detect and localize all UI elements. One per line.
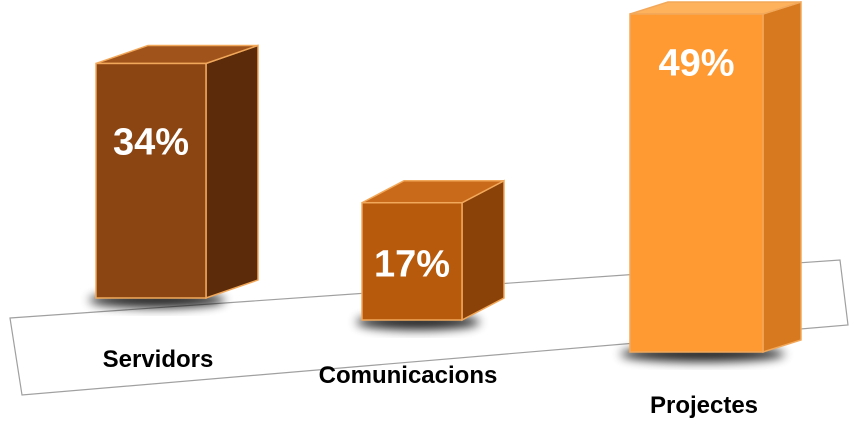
- bar-front-comunicacions: [361, 201, 463, 321]
- category-label-projectes: Projectes: [650, 392, 758, 419]
- bar-side-projectes: [762, 0, 802, 354]
- bar-side-comunicacions: [461, 179, 505, 322]
- bar-servidors: 34%: [88, 44, 259, 308]
- value-label-servidors: 34%: [113, 122, 189, 164]
- bar-side-servidors: [205, 44, 259, 300]
- bar-comunicacions: 17%: [356, 179, 505, 330]
- bar-projectes: 49%: [620, 0, 802, 362]
- category-label-comunicacions: Comunicacions: [319, 362, 498, 389]
- value-label-projectes: 49%: [658, 42, 734, 84]
- category-label-servidors: Servidors: [103, 346, 214, 373]
- bar-front-servidors: [95, 62, 207, 299]
- bar-front-projectes: [629, 13, 764, 353]
- bars-layer: 34% 17% 49%: [88, 0, 802, 362]
- value-label-comunicacions: 17%: [374, 243, 450, 285]
- category-labels: Servidors Comunicacions Projectes: [103, 346, 758, 419]
- chart-floor: [9, 259, 849, 396]
